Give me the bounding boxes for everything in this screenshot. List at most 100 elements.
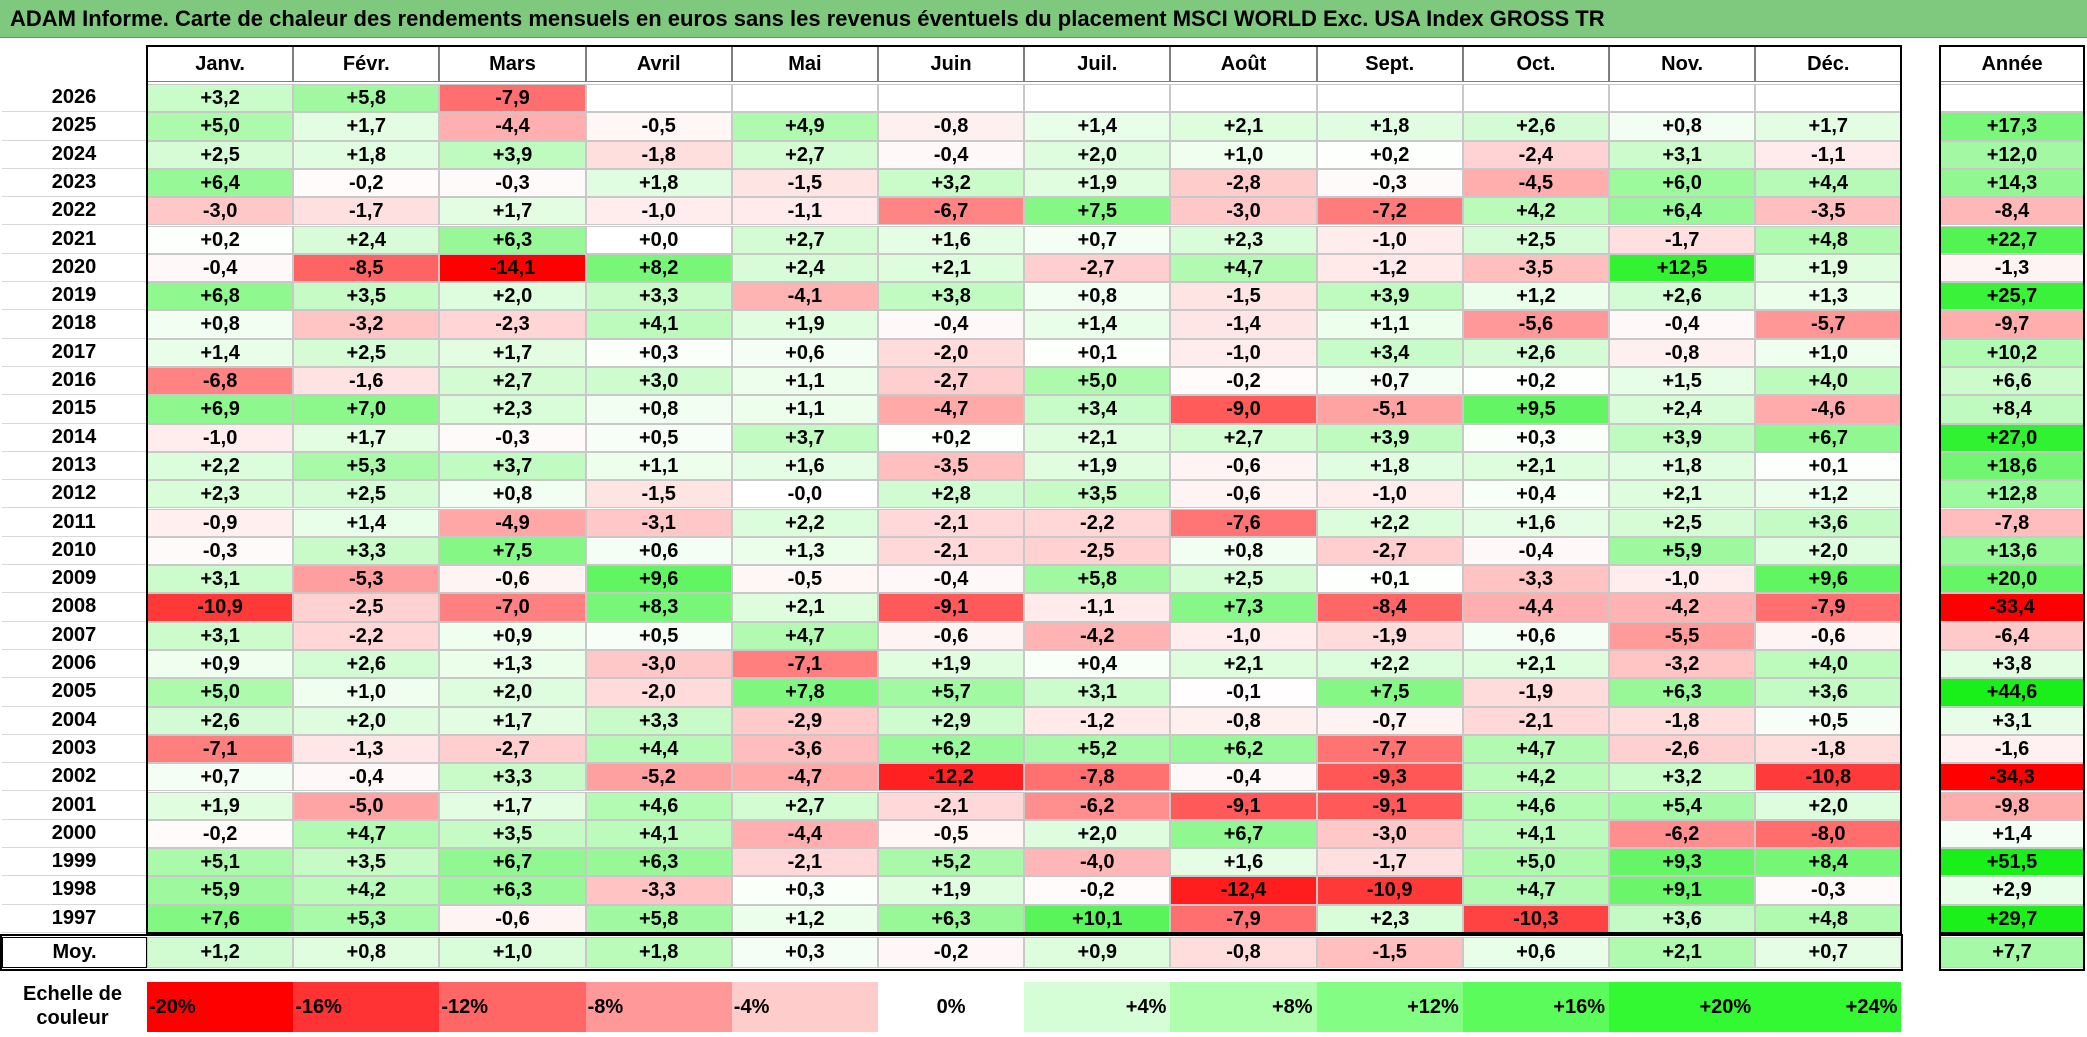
month-header: Juil. bbox=[1024, 46, 1171, 82]
heatmap-cell: +1,3 bbox=[1755, 282, 1902, 311]
heatmap-cell: -1,4 bbox=[1170, 310, 1317, 339]
annual-cell: +1,4 bbox=[1940, 819, 2084, 849]
heatmap-cell: -3,3 bbox=[585, 876, 732, 905]
heatmap-cell: -4,9 bbox=[439, 508, 586, 537]
heatmap-cell: +1,1 bbox=[585, 451, 732, 481]
heatmap-cell: +5,8 bbox=[293, 84, 440, 113]
heatmap-cell: +6,3 bbox=[585, 848, 732, 877]
heatmap-cell: +0,1 bbox=[1316, 565, 1463, 594]
heatmap-cell: +5,9 bbox=[147, 876, 294, 905]
heatmap-cell: +0,2 bbox=[147, 225, 294, 254]
heatmap-cell: +2,1 bbox=[1609, 480, 1756, 509]
heatmap-cell: -3,2 bbox=[293, 310, 440, 339]
heatmap-cell bbox=[1170, 84, 1317, 113]
heatmap-cell: +3,2 bbox=[1609, 763, 1756, 792]
heatmap-cell: +2,2 bbox=[147, 451, 294, 481]
heatmap-cell: -2,1 bbox=[1462, 706, 1609, 735]
month-header: Mai bbox=[731, 46, 878, 82]
average-cell: +0,8 bbox=[293, 937, 440, 968]
heatmap-cell: -4,5 bbox=[1462, 168, 1609, 198]
heatmap-cell: -8,4 bbox=[1316, 593, 1463, 622]
annual-cell: +25,7 bbox=[1940, 282, 2084, 311]
heatmap-cell: +4,1 bbox=[1462, 819, 1609, 849]
heatmap-cell: +1,6 bbox=[1170, 848, 1317, 877]
annual-cell: +17,3 bbox=[1940, 112, 2084, 141]
heatmap-cell: -2,2 bbox=[1024, 508, 1171, 537]
heatmap-cell: -2,1 bbox=[878, 536, 1025, 566]
heatmap-cell: +8,4 bbox=[1755, 848, 1902, 877]
heatmap-cell: +4,0 bbox=[1755, 367, 1902, 396]
heatmap-cell: -0,8 bbox=[1609, 338, 1756, 367]
year-column-header: Année bbox=[1940, 46, 2084, 82]
heatmap-cell: +3,1 bbox=[1024, 678, 1171, 707]
heatmap-cell: +5,9 bbox=[1609, 536, 1756, 566]
heatmap-cell: -3,0 bbox=[585, 650, 732, 679]
month-header: Déc. bbox=[1755, 46, 1902, 82]
heatmap-cell: +1,9 bbox=[878, 650, 1025, 679]
annual-cell: +13,6 bbox=[1940, 536, 2084, 566]
heatmap-cell: +3,2 bbox=[147, 84, 294, 113]
heatmap-cell: +2,6 bbox=[293, 650, 440, 679]
heatmap-cell: -2,5 bbox=[1024, 536, 1171, 566]
heatmap-cell: +2,6 bbox=[1462, 338, 1609, 367]
annual-cell: +44,6 bbox=[1940, 678, 2084, 707]
heatmap-cell: +3,6 bbox=[1609, 904, 1756, 933]
heatmap-cell: -1,5 bbox=[585, 480, 732, 509]
annual-cell: -9,7 bbox=[1940, 310, 2084, 339]
heatmap-cell: -6,2 bbox=[1024, 791, 1171, 820]
heatmap-cell: +4,1 bbox=[585, 819, 732, 849]
heatmap-cell: -0,5 bbox=[731, 565, 878, 594]
heatmap-cell: -0,8 bbox=[878, 112, 1025, 141]
heatmap-cell: -9,1 bbox=[1316, 791, 1463, 820]
month-header: Mars bbox=[439, 46, 586, 82]
month-header: Avril bbox=[585, 46, 732, 82]
heatmap-cell: +0,3 bbox=[1462, 423, 1609, 452]
heatmap-cell: -7,8 bbox=[1024, 763, 1171, 792]
year-label: 2008 bbox=[2, 593, 147, 622]
heatmap-cell: -1,1 bbox=[1755, 140, 1902, 169]
heatmap-cell: +1,4 bbox=[1024, 310, 1171, 339]
heatmap-cell: -0,6 bbox=[1170, 451, 1317, 481]
heatmap-cell: +5,1 bbox=[147, 848, 294, 877]
annual-cell: -7,8 bbox=[1940, 508, 2084, 537]
heatmap-cell: +2,1 bbox=[1462, 451, 1609, 481]
heatmap-cell: +3,5 bbox=[293, 282, 440, 311]
legend-swatch: 0% bbox=[878, 982, 1025, 1032]
annual-cell: +12,8 bbox=[1940, 480, 2084, 509]
heatmap-cell: -2,7 bbox=[1024, 253, 1171, 283]
heatmap-cell: +3,1 bbox=[1609, 140, 1756, 169]
heatmap-cell: -5,2 bbox=[585, 763, 732, 792]
year-label: 2020 bbox=[2, 253, 147, 283]
heatmap-cell: -1,2 bbox=[1024, 706, 1171, 735]
heatmap-cell: +4,2 bbox=[293, 876, 440, 905]
heatmap-cell: +4,7 bbox=[1462, 876, 1609, 905]
heatmap-cell: -2,7 bbox=[878, 367, 1025, 396]
heatmap-cell: +2,6 bbox=[147, 706, 294, 735]
heatmap-cell: -10,9 bbox=[1316, 876, 1463, 905]
heatmap-cell: -0,0 bbox=[731, 480, 878, 509]
heatmap-cell: -4,2 bbox=[1024, 621, 1171, 650]
heatmap-cell: -4,4 bbox=[731, 819, 878, 849]
heatmap-cell bbox=[1462, 84, 1609, 113]
average-cell: +0,7 bbox=[1755, 937, 1902, 968]
heatmap-cell: +0,7 bbox=[1024, 225, 1171, 254]
month-header: Sept. bbox=[1316, 46, 1463, 82]
heatmap-cell: +5,7 bbox=[878, 678, 1025, 707]
heatmap-cell: -1,0 bbox=[1170, 338, 1317, 367]
heatmap-cell: -4,1 bbox=[731, 282, 878, 311]
heatmap-cell: -3,2 bbox=[1609, 650, 1756, 679]
heatmap-cell: +9,5 bbox=[1462, 395, 1609, 424]
heatmap-cell: +5,3 bbox=[293, 451, 440, 481]
heatmap-cell: +9,6 bbox=[1755, 565, 1902, 594]
heatmap-cell: -3,3 bbox=[1462, 565, 1609, 594]
heatmap-cell: -8,0 bbox=[1755, 819, 1902, 849]
heatmap-cell: -0,2 bbox=[293, 168, 440, 198]
heatmap-cell: -0,4 bbox=[1462, 536, 1609, 566]
heatmap-cell: +0,9 bbox=[147, 650, 294, 679]
year-label: 2023 bbox=[2, 168, 147, 198]
heatmap-cell: -3,0 bbox=[147, 197, 294, 226]
year-label: 2002 bbox=[2, 763, 147, 792]
heatmap-cell: -4,6 bbox=[1755, 395, 1902, 424]
heatmap-cell: -4,2 bbox=[1609, 593, 1756, 622]
heatmap-cell: -0,3 bbox=[439, 423, 586, 452]
